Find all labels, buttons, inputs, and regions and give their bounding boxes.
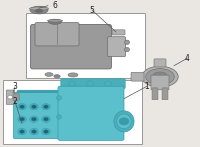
- Text: 5: 5: [90, 6, 94, 15]
- FancyBboxPatch shape: [107, 37, 126, 57]
- FancyBboxPatch shape: [131, 72, 144, 81]
- FancyBboxPatch shape: [61, 79, 125, 88]
- Circle shape: [20, 105, 24, 108]
- Circle shape: [32, 105, 36, 108]
- Circle shape: [30, 128, 38, 135]
- Text: 2: 2: [13, 97, 17, 106]
- Circle shape: [18, 116, 26, 122]
- Ellipse shape: [57, 96, 62, 100]
- Circle shape: [20, 117, 24, 121]
- FancyBboxPatch shape: [162, 88, 168, 100]
- Circle shape: [42, 116, 50, 122]
- FancyBboxPatch shape: [35, 22, 79, 46]
- Ellipse shape: [114, 111, 134, 132]
- Ellipse shape: [57, 115, 62, 119]
- FancyBboxPatch shape: [13, 94, 19, 101]
- FancyBboxPatch shape: [13, 92, 62, 139]
- Circle shape: [42, 128, 50, 135]
- Circle shape: [42, 103, 50, 110]
- Ellipse shape: [68, 73, 78, 77]
- FancyBboxPatch shape: [3, 80, 142, 144]
- Ellipse shape: [142, 66, 178, 87]
- Circle shape: [30, 103, 38, 110]
- Circle shape: [18, 128, 26, 135]
- Circle shape: [86, 81, 94, 86]
- FancyBboxPatch shape: [31, 24, 111, 69]
- Ellipse shape: [48, 19, 63, 22]
- Ellipse shape: [30, 6, 48, 14]
- Circle shape: [104, 81, 112, 86]
- Circle shape: [32, 117, 36, 121]
- Text: 3: 3: [13, 82, 17, 91]
- Circle shape: [44, 130, 48, 133]
- Circle shape: [68, 81, 76, 86]
- FancyBboxPatch shape: [151, 75, 169, 90]
- Circle shape: [119, 118, 129, 125]
- Ellipse shape: [48, 19, 62, 24]
- Text: 6: 6: [53, 1, 57, 10]
- Ellipse shape: [117, 114, 131, 129]
- Circle shape: [44, 105, 48, 108]
- FancyBboxPatch shape: [58, 86, 124, 140]
- Ellipse shape: [30, 7, 48, 10]
- Ellipse shape: [124, 47, 130, 52]
- Ellipse shape: [124, 40, 130, 45]
- FancyBboxPatch shape: [154, 59, 166, 67]
- FancyBboxPatch shape: [17, 90, 65, 136]
- FancyBboxPatch shape: [152, 88, 158, 100]
- Circle shape: [18, 103, 26, 110]
- Circle shape: [32, 130, 36, 133]
- FancyBboxPatch shape: [26, 13, 145, 78]
- Text: 4: 4: [185, 54, 189, 63]
- Ellipse shape: [152, 72, 168, 81]
- Ellipse shape: [45, 73, 53, 76]
- Ellipse shape: [35, 9, 43, 13]
- Circle shape: [8, 95, 13, 99]
- Circle shape: [20, 130, 24, 133]
- Text: 1: 1: [145, 82, 149, 91]
- FancyBboxPatch shape: [112, 30, 125, 35]
- Ellipse shape: [54, 75, 60, 78]
- FancyBboxPatch shape: [6, 90, 14, 104]
- Circle shape: [30, 116, 38, 122]
- Ellipse shape: [146, 69, 174, 85]
- Circle shape: [44, 117, 48, 121]
